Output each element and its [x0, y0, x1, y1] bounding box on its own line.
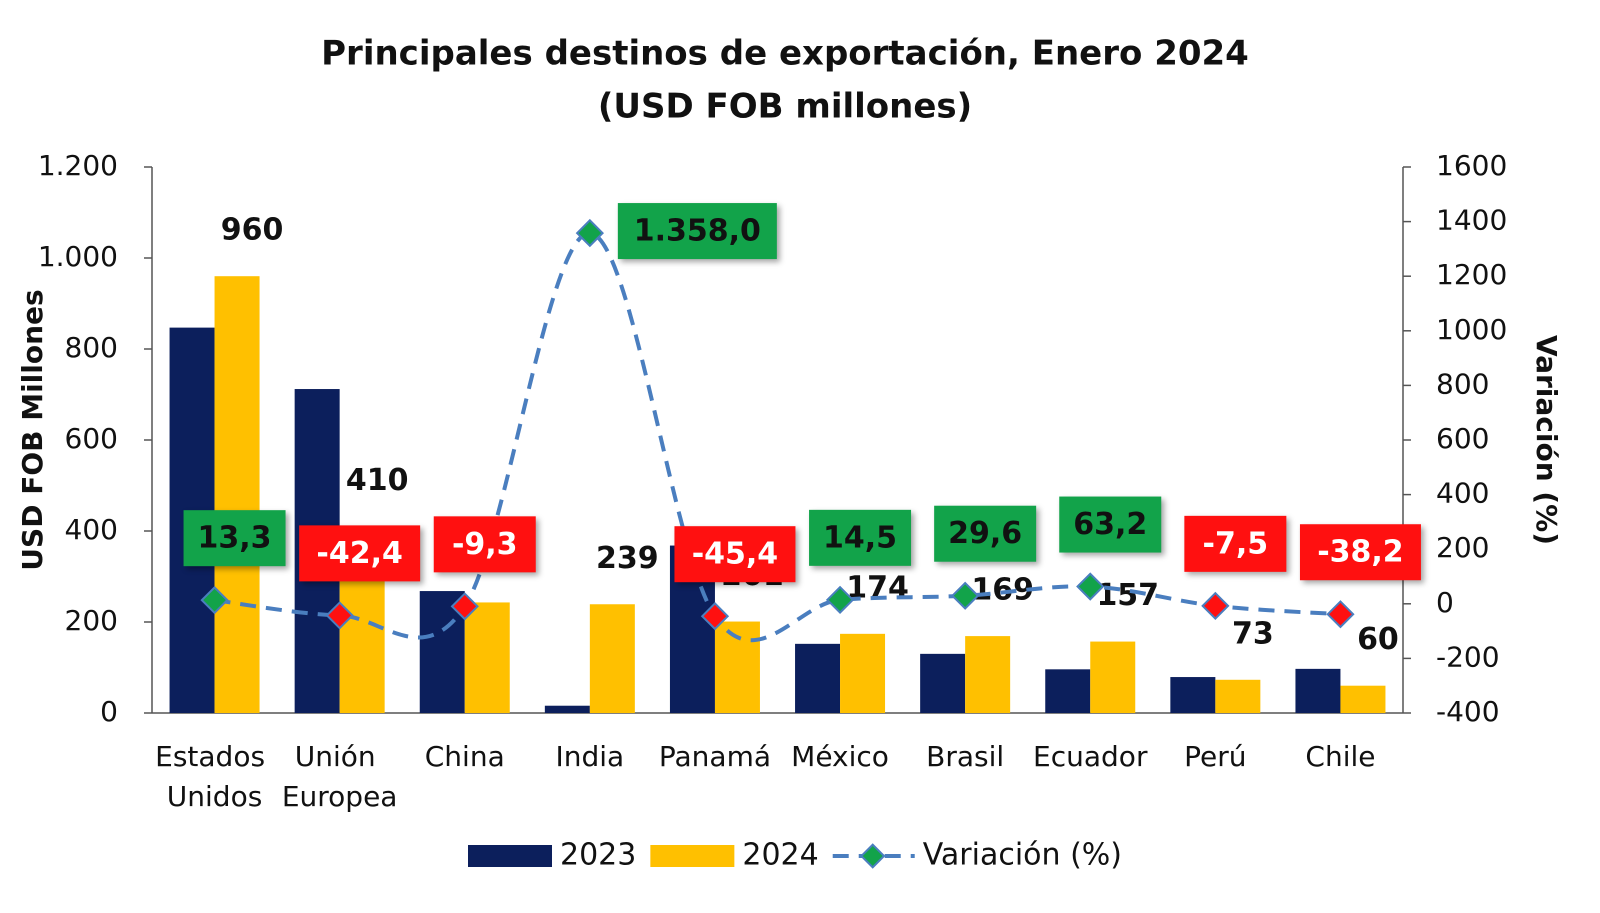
y2-tick-label: 1000: [1436, 313, 1507, 346]
legend-label: 2023: [560, 838, 636, 873]
line-marker: [200, 586, 229, 615]
y2-tick-label: 800: [1436, 367, 1489, 400]
x-tick-label: Unión Europea: [282, 740, 398, 813]
bar: [589, 604, 635, 713]
y-tick-label: 0: [100, 695, 118, 728]
value-label-box: [1059, 496, 1162, 553]
bar: [214, 276, 260, 713]
y2-tick-label: 400: [1436, 477, 1489, 510]
x-tick-label: Chile: [1305, 740, 1375, 773]
value-label-box: [934, 505, 1037, 562]
value-label: 1.358,0: [634, 214, 761, 249]
line-marker: [825, 585, 855, 614]
line-marker: [951, 581, 980, 610]
line-marker: [1076, 572, 1105, 601]
y2-tick-label: 200: [1436, 531, 1489, 564]
line-marker: [700, 602, 730, 631]
value-label-box: [183, 510, 286, 567]
chart-subtitle: (USD FOB millones): [598, 87, 972, 127]
value-label: -38,2: [1317, 535, 1403, 570]
value-label-box: [433, 516, 536, 573]
line-marker: [1326, 600, 1355, 629]
y-tick-label: 1.200: [38, 149, 118, 182]
y-tick-label: 400: [65, 513, 118, 546]
legend-label: 2024: [742, 838, 818, 873]
x-tick-label: Perú: [1184, 740, 1246, 773]
value-label: -7,5: [1203, 526, 1269, 561]
value-label: -9,3: [452, 527, 518, 562]
x-tick-label: México: [791, 740, 889, 773]
legend-swatch: [468, 845, 552, 867]
y-axis-label: USD FOB Millones: [16, 289, 49, 570]
value-label-box: [299, 525, 421, 582]
chart-title: Principales destinos de exportación, Ene…: [321, 34, 1249, 74]
y2-tick-label: -400: [1436, 695, 1500, 728]
bar-value-label: 60: [1357, 622, 1399, 657]
legend-swatch: [650, 845, 735, 867]
y-tick-label: 1.000: [38, 240, 118, 273]
bar: [1295, 668, 1341, 713]
x-tick-label: Brasil: [926, 740, 1004, 773]
y-tick-label: 600: [65, 422, 118, 455]
value-label: -42,4: [316, 536, 402, 571]
value-label: 29,6: [948, 516, 1022, 551]
bar-value-label: 239: [596, 541, 659, 576]
bar: [544, 705, 590, 713]
legend-swatch: [859, 843, 886, 869]
bar: [1090, 641, 1136, 713]
line-marker: [325, 601, 354, 630]
x-tick-label: Estados Unidos: [155, 740, 274, 813]
value-label: 63,2: [1073, 507, 1147, 542]
value-label-box: [809, 509, 912, 566]
bar-value-label: 73: [1232, 616, 1274, 651]
bar-value-label: 960: [221, 213, 284, 248]
y2-tick-label: 0: [1436, 586, 1454, 619]
line-marker: [1201, 591, 1230, 620]
bar: [464, 602, 510, 713]
value-label-box: [617, 203, 777, 260]
x-tick-label: Ecuador: [1033, 740, 1148, 773]
line-marker: [575, 218, 604, 248]
bar: [1340, 685, 1386, 713]
value-label: 13,3: [198, 521, 272, 556]
value-label: -45,4: [692, 537, 778, 572]
bar-value-label: 157: [1096, 578, 1159, 613]
bar: [965, 636, 1011, 713]
y2-tick-label: 1400: [1436, 204, 1507, 237]
legend-label: Variación (%): [923, 838, 1122, 873]
value-label-box: [674, 526, 796, 583]
bar: [1045, 669, 1091, 713]
bar: [920, 653, 966, 713]
y-tick-label: 800: [65, 331, 118, 364]
x-tick-label: India: [555, 740, 624, 773]
y2-axis-label: Variación (%): [1530, 335, 1563, 545]
bar: [840, 633, 886, 713]
bar: [1170, 677, 1216, 713]
bar: [795, 643, 841, 713]
x-tick-label: China: [425, 740, 505, 773]
y2-tick-label: -200: [1436, 640, 1500, 673]
value-label-box: [1299, 524, 1421, 581]
y2-tick-label: 1200: [1436, 258, 1507, 291]
y2-tick-label: 600: [1436, 422, 1489, 455]
bar: [1215, 679, 1261, 713]
value-label: 14,5: [823, 520, 897, 555]
line-marker: [450, 592, 479, 621]
y2-tick-label: 1600: [1436, 149, 1507, 182]
value-label-box: [1184, 515, 1287, 572]
bar-value-label: 169: [971, 573, 1034, 608]
y-tick-label: 200: [65, 604, 118, 637]
x-tick-label: Panamá: [659, 740, 771, 773]
bar-value-label: 410: [346, 463, 409, 498]
